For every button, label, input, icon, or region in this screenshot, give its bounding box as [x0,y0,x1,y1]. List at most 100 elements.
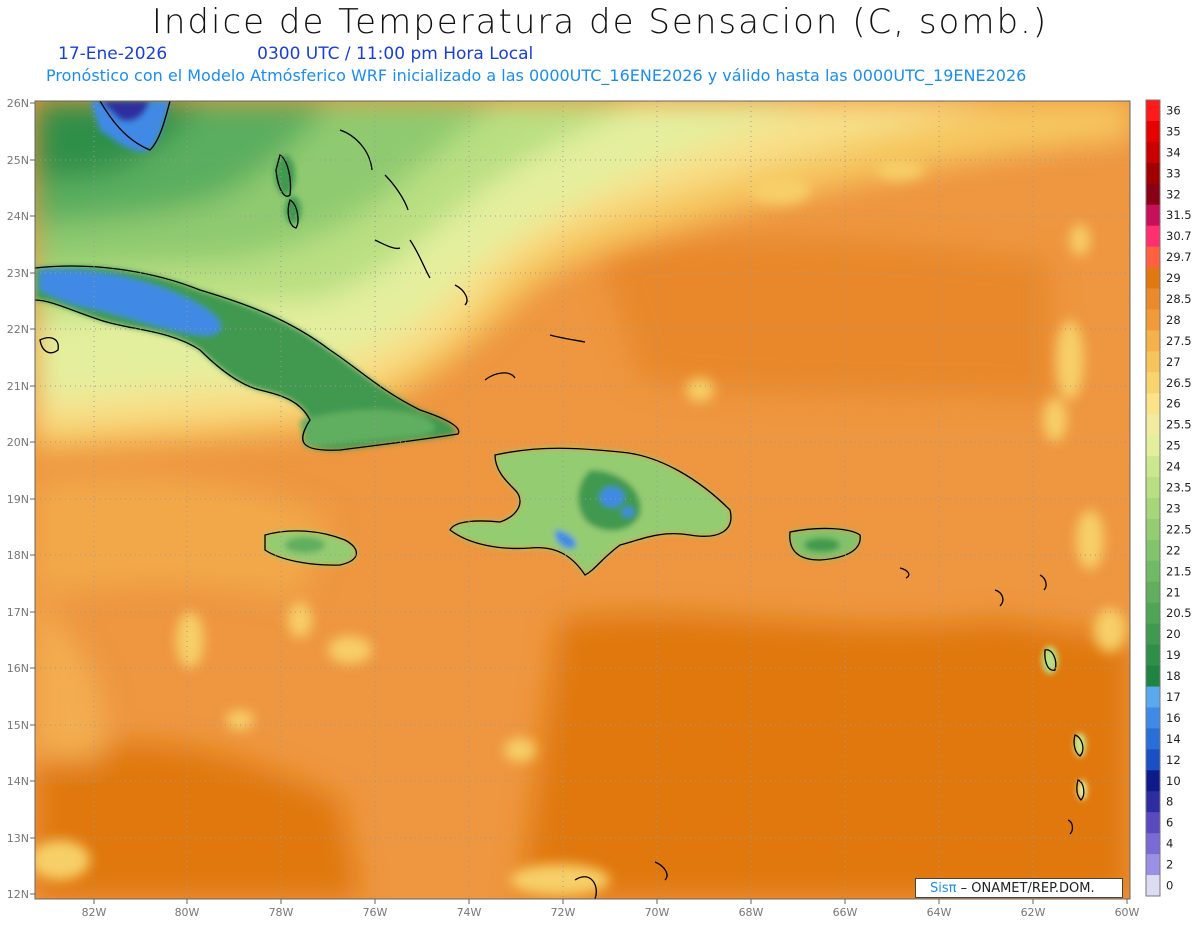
colorbar-label: 24 [1166,460,1181,474]
lon-ticks [93,899,1128,904]
lon-axis: 82W 80W 78W 76W 74W 72W 70W 68W 66W 64W … [82,906,1140,919]
colorbar-swatch [1146,791,1160,813]
credit-text: – ONAMET/REP.DOM. [960,881,1095,896]
colorbar-swatch [1146,665,1160,688]
colorbar-label: 29 [1166,271,1181,285]
colorbar-label: 32 [1166,187,1181,201]
colorbar-swatch [1146,288,1160,310]
colorbar-swatch [1146,560,1160,583]
colorbar-label: 23 [1166,501,1181,515]
lat-label: 26N [7,97,29,110]
colorbar-swatch [1146,581,1160,604]
colorbar-swatch [1146,477,1160,499]
lon-label: 78W [269,906,294,919]
colorbar-label: 30.7 [1166,229,1192,243]
lat-label: 14N [7,775,29,788]
graticule [35,101,1130,899]
colorbar-swatch [1146,225,1160,248]
colorbar-swatch [1146,539,1160,562]
lat-label: 24N [7,210,29,223]
coastlines [35,101,1085,899]
lon-label: 60W [1115,906,1140,919]
colorbar-swatch [1146,204,1160,227]
map-frame [34,100,1131,900]
colorbar-swatch [1146,644,1160,667]
colorbar-swatch [1146,498,1160,520]
lat-label: 21N [7,380,29,393]
colorbar-swatch [1146,351,1160,373]
colorbar-label: 22.5 [1166,522,1192,536]
lat-label: 20N [7,436,29,449]
colorbar-swatch [1146,456,1160,478]
colorbar-swatch [1146,372,1160,394]
lon-label: 82W [82,906,107,919]
colorbar-swatch [1146,812,1160,834]
colorbar-label: 33 [1166,166,1181,180]
lat-label: 25N [7,154,29,167]
colorbar-label: 2 [1166,858,1173,872]
lat-label: 15N [7,719,29,732]
lat-label: 23N [7,267,29,280]
colorbar-label: 22 [1166,543,1181,557]
colorbar-label: 4 [1166,837,1173,851]
colorbar-swatch [1146,875,1160,897]
lat-label: 22N [7,323,29,336]
colorbar-label: 26 [1166,397,1181,411]
colorbar-swatch [1146,162,1160,185]
colorbar-swatch [1146,728,1160,750]
colorbar-label: 20 [1166,627,1181,641]
lon-label: 72W [551,906,576,919]
colorbar-label: 8 [1166,795,1173,809]
model-info: Pronóstico con el Modelo Atmósferico WRF… [46,66,1027,85]
colorbar-label: 28 [1166,313,1181,327]
lat-label: 17N [7,606,29,619]
colorbar-label: 28.5 [1166,292,1192,306]
lon-label: 76W [363,906,388,919]
colorbar-label: 34 [1166,145,1181,159]
colorbar-label: 16 [1166,711,1181,725]
colorbar-label: 21.5 [1166,564,1192,578]
colorbar-swatch [1146,707,1160,729]
credit-box: Sisπ – ONAMET/REP.DOM. [915,878,1123,898]
colorbar-label: 0 [1166,879,1173,893]
colorbar-frame [1145,99,1161,897]
colorbar: 363534333231.530.729.72928.52827.52726.5… [1145,99,1192,897]
colorbar-swatch [1146,686,1160,708]
colorbar-swatch [1146,330,1160,352]
forecast-time: 0300 UTC / 11:00 pm Hora Local [257,44,534,64]
lon-label: 68W [739,906,764,919]
colorbar-label: 35 [1166,124,1181,138]
colorbar-swatch [1146,246,1160,269]
colorbar-swatch [1146,602,1160,625]
colorbar-label: 25 [1166,439,1181,453]
colorbar-swatch [1146,141,1160,164]
lon-label: 80W [175,906,200,919]
colorbar-label: 6 [1166,816,1173,830]
colorbar-label: 21 [1166,585,1181,599]
colorbar-swatch [1146,770,1160,792]
colorbar-label: 26.5 [1166,376,1192,390]
lon-label: 64W [927,906,952,919]
colorbar-label: 12 [1166,753,1181,767]
colorbar-swatch [1146,414,1160,436]
map-title: Indice de Temperatura de Sensacion (C, s… [151,2,1049,42]
colorbar-swatch [1146,435,1160,457]
colorbar-label: 20.5 [1166,606,1192,620]
colorbar-label: 10 [1166,774,1181,788]
colorbar-swatch [1146,267,1160,290]
lat-axis: 26N 25N 24N 23N 22N 21N 20N 19N 18N 17N … [7,97,29,901]
colorbar-label: 17 [1166,690,1181,704]
colorbar-label: 31.5 [1166,208,1192,222]
colorbar-swatch [1146,518,1160,541]
colorbar-label: 27 [1166,355,1181,369]
forecast-date: 17-Ene-2026 [58,44,168,64]
colorbar-label: 36 [1166,103,1181,117]
colorbar-label: 18 [1166,669,1181,683]
lat-ticks [30,102,35,895]
lat-label: 19N [7,493,29,506]
colorbar-label: 19 [1166,648,1181,662]
temperature-field [35,101,1130,899]
colorbar-swatch [1146,120,1160,143]
lon-label: 66W [833,906,858,919]
